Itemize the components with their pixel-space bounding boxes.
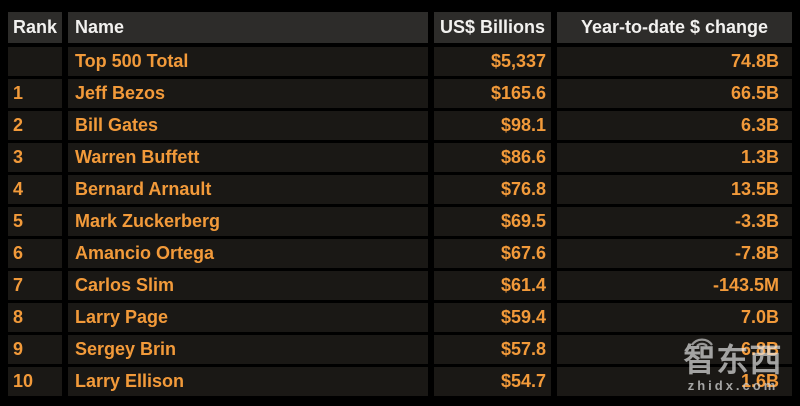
billions-cell: $57.8	[434, 335, 551, 364]
table-row: Top 500 Total $5,337 74.8B	[8, 47, 792, 76]
ytd-change-cell: 74.8B	[557, 47, 792, 76]
ytd-change-cell: 66.5B	[557, 79, 792, 108]
column-header-ytd-change: Year-to-date $ change	[557, 12, 792, 43]
column-header-rank: Rank	[8, 12, 62, 43]
table-row: 2 Bill Gates $98.1 6.3B	[8, 111, 792, 140]
name-cell: Bernard Arnault	[68, 175, 428, 204]
table-row: 7 Carlos Slim $61.4 -143.5M	[8, 271, 792, 300]
column-header-name: Name	[68, 12, 428, 43]
ytd-change-cell: -3.3B	[557, 207, 792, 236]
rank-cell	[8, 47, 62, 76]
billionaires-ranking-table: Rank Name US$ Billions Year-to-date $ ch…	[8, 12, 792, 399]
table-row: 5 Mark Zuckerberg $69.5 -3.3B	[8, 207, 792, 236]
ytd-change-cell: -143.5M	[557, 271, 792, 300]
table-row: 4 Bernard Arnault $76.8 13.5B	[8, 175, 792, 204]
billions-cell: $86.6	[434, 143, 551, 172]
billions-cell: $165.6	[434, 79, 551, 108]
rank-cell: 4	[8, 175, 62, 204]
billions-cell: $61.4	[434, 271, 551, 300]
billions-cell: $67.6	[434, 239, 551, 268]
billions-cell: $59.4	[434, 303, 551, 332]
rank-cell: 9	[8, 335, 62, 364]
table-row: 10 Larry Ellison $54.7 1.6B	[8, 367, 792, 396]
table-row: 3 Warren Buffett $86.6 1.3B	[8, 143, 792, 172]
ytd-change-cell: 13.5B	[557, 175, 792, 204]
billions-cell: $54.7	[434, 367, 551, 396]
name-cell: Larry Page	[68, 303, 428, 332]
ytd-change-cell: 6.3B	[557, 111, 792, 140]
ytd-change-cell: -7.8B	[557, 239, 792, 268]
rank-cell: 5	[8, 207, 62, 236]
name-cell: Bill Gates	[68, 111, 428, 140]
name-cell: Amancio Ortega	[68, 239, 428, 268]
name-cell: Jeff Bezos	[68, 79, 428, 108]
name-cell: Sergey Brin	[68, 335, 428, 364]
ytd-change-cell: 7.0B	[557, 303, 792, 332]
table-row: 6 Amancio Ortega $67.6 -7.8B	[8, 239, 792, 268]
name-cell: Mark Zuckerberg	[68, 207, 428, 236]
billions-cell: $5,337	[434, 47, 551, 76]
rank-cell: 10	[8, 367, 62, 396]
ytd-change-cell: 1.3B	[557, 143, 792, 172]
rank-cell: 8	[8, 303, 62, 332]
name-cell: Warren Buffett	[68, 143, 428, 172]
name-cell: Larry Ellison	[68, 367, 428, 396]
rank-cell: 2	[8, 111, 62, 140]
billions-cell: $76.8	[434, 175, 551, 204]
rank-cell: 7	[8, 271, 62, 300]
ytd-change-cell: 6.8B	[557, 335, 792, 364]
name-cell: Top 500 Total	[68, 47, 428, 76]
table-row: 9 Sergey Brin $57.8 6.8B	[8, 335, 792, 364]
column-header-billions: US$ Billions	[434, 12, 551, 43]
table-row: 1 Jeff Bezos $165.6 66.5B	[8, 79, 792, 108]
rank-cell: 3	[8, 143, 62, 172]
billions-cell: $69.5	[434, 207, 551, 236]
table-row: 8 Larry Page $59.4 7.0B	[8, 303, 792, 332]
name-cell: Carlos Slim	[68, 271, 428, 300]
header-row: Rank Name US$ Billions Year-to-date $ ch…	[8, 12, 792, 43]
rank-cell: 1	[8, 79, 62, 108]
ytd-change-cell: 1.6B	[557, 367, 792, 396]
table-body: Top 500 Total $5,337 74.8B 1 Jeff Bezos …	[8, 47, 792, 396]
billions-cell: $98.1	[434, 111, 551, 140]
rank-cell: 6	[8, 239, 62, 268]
